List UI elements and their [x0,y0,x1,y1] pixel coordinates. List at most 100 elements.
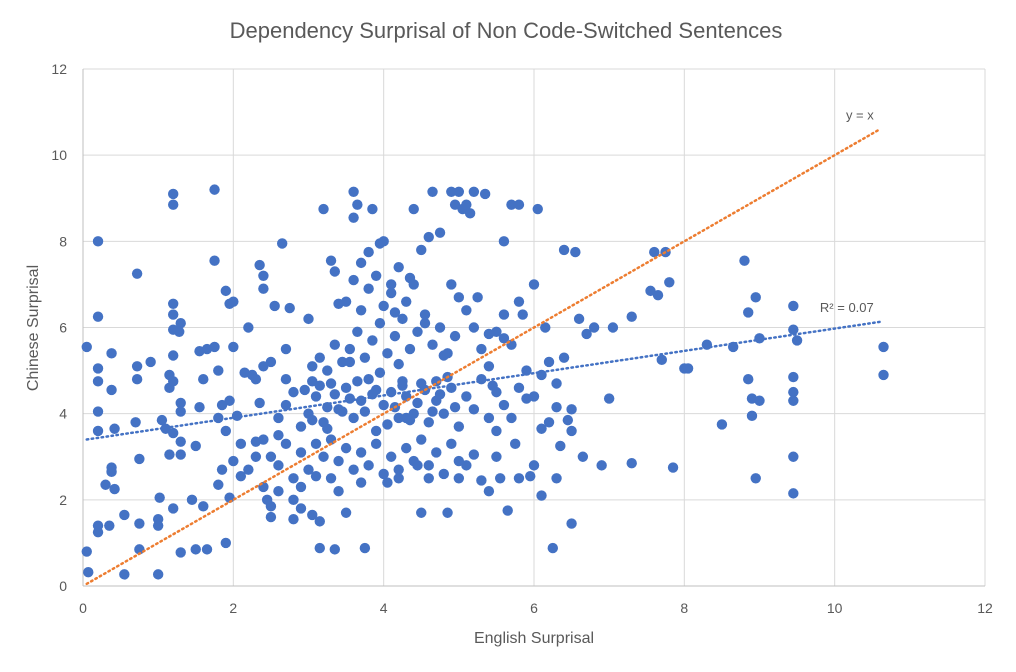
data-point [348,464,359,475]
data-point [513,473,525,484]
data-point [168,298,179,310]
data-point [788,395,799,406]
data-point [750,473,761,484]
data-point [547,542,558,554]
data-point [92,425,104,437]
data-point [479,188,491,200]
data-point [656,354,667,366]
data-point [333,455,344,467]
data-point [109,483,120,495]
data-point [355,305,367,316]
data-point [92,376,104,387]
x-tick-label: 4 [380,600,388,616]
data-point [92,236,104,247]
data-point [280,374,292,385]
data-point [743,307,754,318]
data-point [258,283,269,294]
data-point [788,324,799,335]
data-point [310,438,322,450]
data-point [427,186,438,197]
data-point [626,311,637,322]
data-point [528,279,540,290]
data-point [385,451,397,462]
data-point [378,300,389,312]
data-point [337,356,348,368]
data-point [525,470,536,482]
data-point [295,481,307,493]
data-point [502,505,513,516]
data-point [416,507,427,518]
data-point [528,460,540,471]
data-point [307,376,318,387]
data-point [303,313,314,325]
data-point [363,283,374,294]
data-point [367,335,378,346]
data-point [453,421,465,432]
data-point [307,361,318,372]
data-point [213,365,224,376]
data-point [209,341,220,353]
axes [82,69,985,587]
data-point [130,417,141,428]
data-point [788,488,799,499]
data-point [558,352,570,363]
data-point [269,300,280,312]
x-axis-tick-labels: 0 2 4 6 8 10 12 [79,600,993,616]
data-point [570,246,581,258]
x-tick-label: 12 [977,600,993,616]
data-point [536,423,547,434]
data-point [228,455,239,467]
data-point [667,462,679,473]
y-axis-tick-labels: 0 2 4 6 8 10 12 [51,61,67,594]
data-point [513,296,525,307]
data-point [131,374,143,385]
chart-title: Dependency Surprisal of Non Code-Switche… [230,18,783,43]
data-point [483,486,495,497]
data-point [284,302,295,314]
data-point [224,395,235,406]
data-point [265,511,277,523]
data-point [461,199,472,210]
data-point [370,425,382,437]
trendline-label: y = x [846,107,874,122]
data-point [382,348,393,359]
data-point [325,378,337,389]
data-point [355,447,367,458]
data-point [464,208,476,219]
data-point [131,268,143,279]
data-point [134,453,145,465]
data-point [404,414,416,426]
data-point [280,399,292,411]
data-point [209,184,220,195]
data-point [416,244,427,256]
data-point [216,464,228,475]
data-point [472,292,483,303]
data-point [491,425,502,437]
data-point [483,361,495,372]
data-point [363,374,374,385]
data-point [423,231,434,243]
trendline-label: R² = 0.07 [820,300,874,315]
data-point [352,376,363,387]
data-point [198,374,209,385]
data-point [175,397,186,409]
data-point [314,352,325,363]
data-point [254,259,265,271]
data-point [243,464,254,475]
data-point [348,274,359,286]
data-point [536,490,547,501]
data-point [175,449,186,460]
data-point [449,402,461,413]
data-point [258,361,269,372]
data-point [498,399,510,411]
data-point [318,451,329,462]
data-point [314,516,325,527]
data-point [393,261,404,273]
data-point [310,470,322,482]
data-point [449,330,461,342]
data-point [175,436,186,447]
data-point [168,188,179,200]
x-tick-label: 8 [680,600,688,616]
data-point [476,343,487,355]
data-point [168,376,179,387]
